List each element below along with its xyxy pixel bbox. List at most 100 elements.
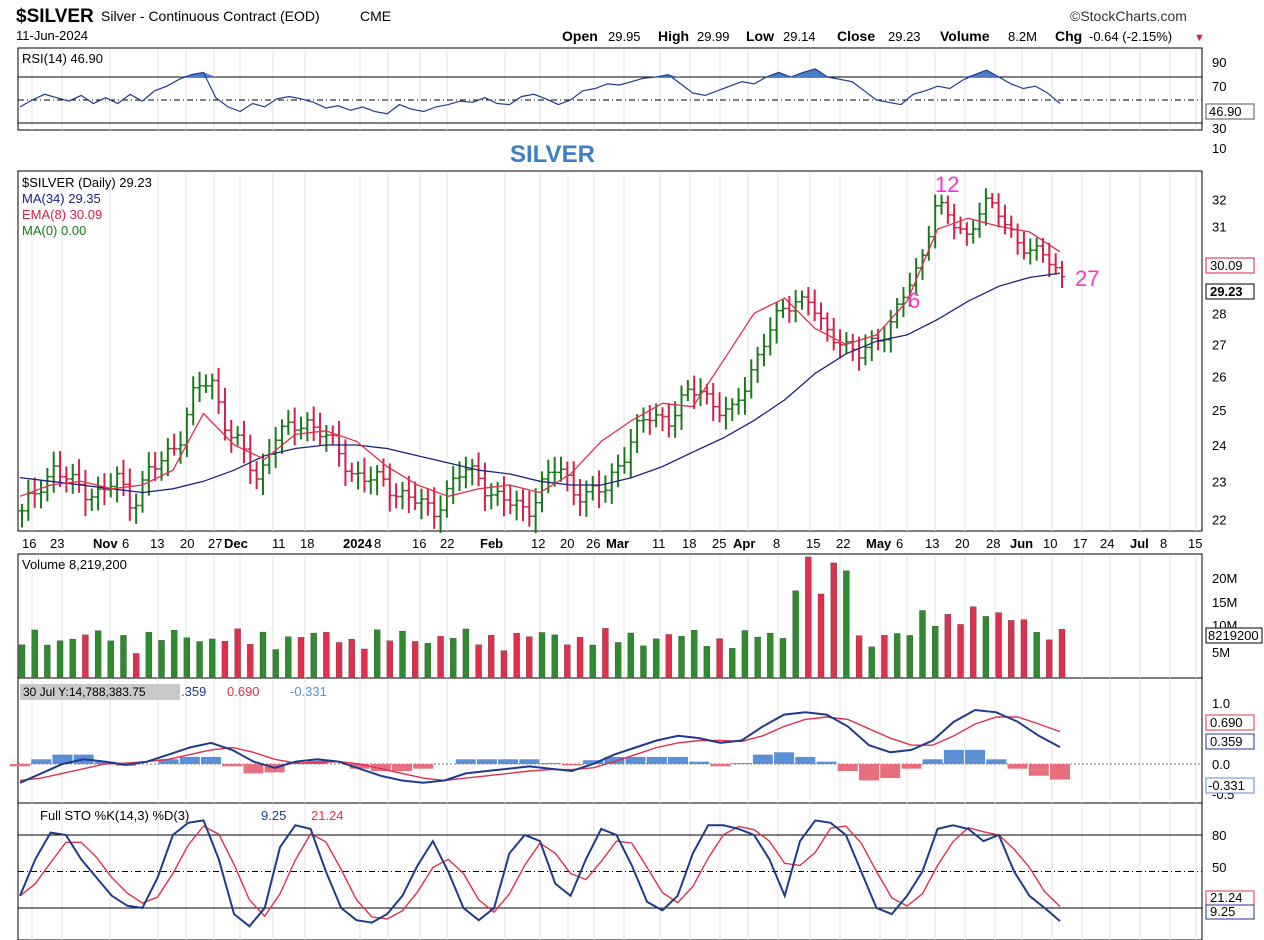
sto-k-value: 9.25 <box>261 808 286 823</box>
ma34-line <box>19 272 1061 494</box>
macd-histogram-bar <box>1050 764 1070 780</box>
close-value-tag <box>1205 283 1255 300</box>
volume-bar <box>792 590 799 679</box>
rsi-tick-70: 70 <box>1212 79 1226 94</box>
date-label: 13 <box>150 536 164 551</box>
date-label: 8 <box>374 938 381 940</box>
macd-histogram-bar <box>667 756 688 764</box>
volume-bar <box>488 634 495 679</box>
date-label: 18 <box>300 938 314 940</box>
date-label: 8 <box>773 536 780 551</box>
volume-bar <box>348 639 355 679</box>
price-tick: 28 <box>1212 306 1226 321</box>
date-label: 22 <box>440 536 454 551</box>
macd-histogram-bar <box>52 754 73 764</box>
date-label: 17 <box>1073 938 1087 940</box>
macd-histogram-bar <box>986 759 1007 764</box>
chart-canvas: RSI(14) 46.90 90 70 30 10 46.90 SILVER $… <box>10 47 1263 940</box>
date-label: Feb <box>480 938 503 940</box>
volume-bar <box>120 635 127 679</box>
down-arrow-icon: ▼ <box>1194 32 1205 44</box>
volume-bar <box>94 630 102 679</box>
macd-histogram-bar <box>392 764 413 772</box>
volume-bar <box>640 645 647 679</box>
volume-value-tag-text: 8219200 <box>1208 628 1259 643</box>
vol-tick-5m: 5M <box>1212 645 1230 660</box>
volume-bar <box>817 593 825 679</box>
macd-histogram-bar <box>646 756 667 764</box>
instrument-name: Silver - Continuous Contract (EOD) <box>101 8 320 24</box>
macd-histogram-bar <box>880 764 901 779</box>
price-tick: 24 <box>1212 438 1226 453</box>
volume-bar <box>158 640 165 679</box>
volume-bar <box>82 634 89 679</box>
volume-bar <box>107 640 114 679</box>
volume-bar <box>703 646 711 679</box>
price-tick: 27 <box>1212 337 1226 352</box>
high-label: High <box>658 28 689 44</box>
date-label: 6 <box>896 536 903 551</box>
date-label: 16 <box>22 536 36 551</box>
macd-histogram-bar <box>922 759 943 764</box>
price-tick: 31 <box>1212 219 1226 234</box>
volume-bar <box>297 637 305 679</box>
macd-tick-0: 0.0 <box>1212 757 1230 772</box>
volume-bar <box>1008 620 1015 679</box>
macd-histogram-bar <box>901 764 922 769</box>
date-label: 8 <box>374 536 381 551</box>
macd-histogram-bar <box>158 759 179 764</box>
macd-signal-tag-text: 0.690 <box>1210 715 1243 730</box>
macd-histogram-bar <box>370 764 391 772</box>
date-label: 25 <box>712 536 726 551</box>
date-axis: 16 23 Nov 6 13 20 27 Dec 11 18 2024 8 16 22 Feb 12 20 26 M… <box>22 536 1202 551</box>
date-label: 8 <box>1160 938 1167 940</box>
date-label: Dec <box>224 536 248 551</box>
macd-histogram-bar <box>625 756 646 764</box>
date-label: 6 <box>122 938 129 940</box>
sto-tick-80: 80 <box>1212 828 1226 843</box>
date-label: 26 <box>586 536 600 551</box>
macd-tooltip <box>20 684 180 700</box>
date-label: 18 <box>682 536 696 551</box>
volume-bar <box>932 626 939 679</box>
volume-bar <box>209 638 216 679</box>
volume-bar <box>386 640 393 679</box>
volume-bar <box>538 632 546 679</box>
date-label: 20 <box>180 536 194 551</box>
date-label: 16 <box>22 938 36 940</box>
rsi-plot <box>18 68 1202 124</box>
volume-value-tag <box>1205 627 1263 644</box>
price-legend-ema8: EMA(8) 30.09 <box>22 207 102 222</box>
volume-bar <box>754 636 761 679</box>
volume-bar <box>767 632 774 679</box>
volume-bar <box>513 633 520 679</box>
volume-bar <box>602 628 609 679</box>
date-label: 20 <box>560 938 574 940</box>
volume-bar <box>424 642 432 679</box>
volume-bar <box>18 644 26 679</box>
macd-histogram-bar <box>10 764 30 767</box>
date-label: 8 <box>1160 536 1167 551</box>
volume-bar <box>373 629 381 679</box>
sto-k-line <box>19 819 1061 928</box>
rsi-tick-10: 10 <box>1212 141 1226 156</box>
macd-tick-1: 1.0 <box>1212 696 1230 711</box>
date-label: 15 <box>1188 938 1202 940</box>
price-axis: 32 31 28 27 26 25 24 23 22 <box>1212 192 1226 527</box>
volume-axis: 20M 15M 10M 5M <box>1212 571 1237 660</box>
date-label: 11 <box>272 536 286 551</box>
date-label: Nov <box>93 536 118 551</box>
rsi-line <box>19 68 1061 115</box>
macd-histogram-bar <box>795 756 816 764</box>
volume-legend: Volume 8,219,200 <box>22 557 127 572</box>
date-label: 10 <box>1043 536 1057 551</box>
volume-bar <box>31 629 38 679</box>
volume-bar <box>323 631 330 679</box>
rsi-tick-30: 30 <box>1212 121 1226 136</box>
macd-legend-val2: 0.690 <box>227 684 260 699</box>
chg-label: Chg <box>1055 28 1082 44</box>
macd-histogram-bar <box>476 759 497 764</box>
macd-histogram-bar <box>94 761 115 764</box>
volume-bar <box>665 634 672 679</box>
price-plot <box>19 188 1065 534</box>
